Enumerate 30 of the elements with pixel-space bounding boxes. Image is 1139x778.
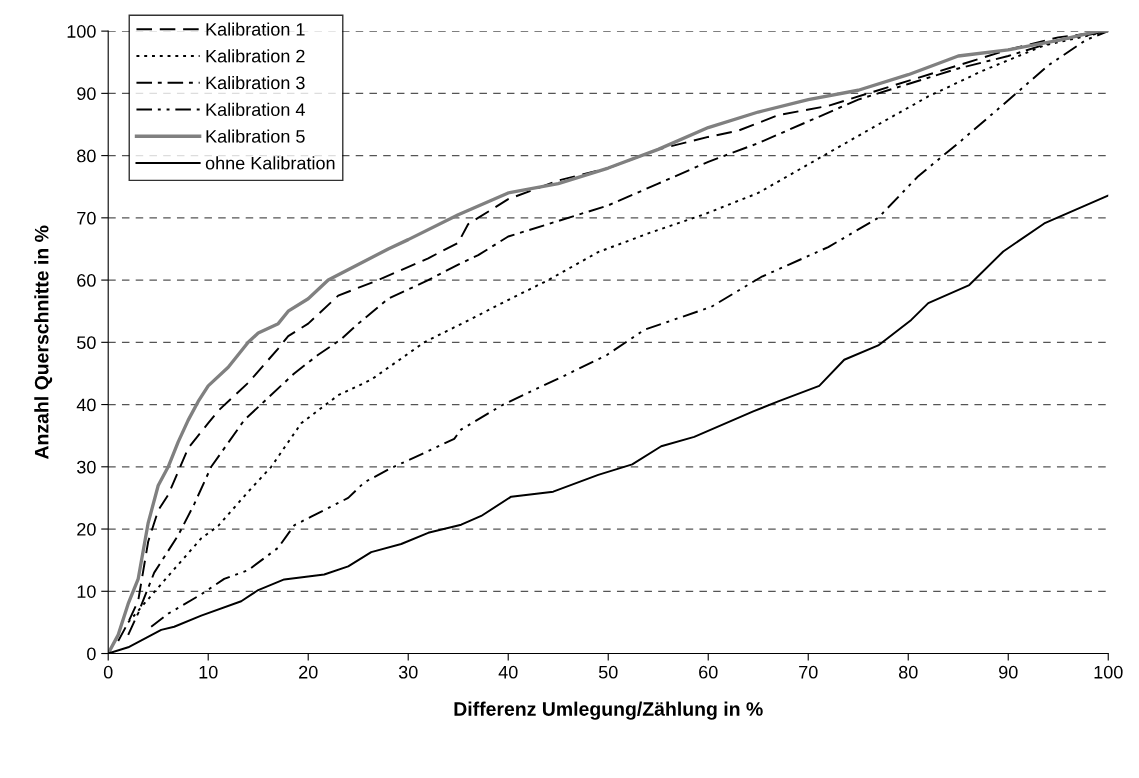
y-tick-label: 60 [77,274,96,287]
legend-label: Kalibration 4 [206,102,305,117]
x-tick-label: 80 [898,665,918,679]
y-tick-label: 0 [87,647,96,661]
legend-label: Kalibration 3 [206,76,305,90]
x-tick-label: 50 [598,665,618,679]
y-tick-label: 50 [77,336,96,350]
legend-label: Kalibration 5 [206,129,305,143]
x-tick-label: 90 [999,665,1018,679]
legend-label: Kalibration 2 [206,49,305,63]
y-tick-label: 20 [77,522,96,536]
x-tick-label: 60 [699,665,718,679]
y-tick-label: 10 [77,585,96,598]
y-tick-label: 40 [76,398,96,412]
y-tick-label: 30 [77,460,96,474]
x-tick-label: 30 [398,665,418,679]
x-tick-label: 70 [799,665,818,679]
legend-label: Kalibration 1 [206,22,305,36]
x-axis-title: Differenz Umlegung/Zählung in % [454,701,763,720]
y-tick-label: 70 [77,211,96,225]
y-tick-label: 80 [77,149,96,163]
x-tick-label: 10 [199,665,218,679]
x-tick-label: 0 [103,665,113,679]
y-axis-title: Anzahl Querschnitte in % [34,225,53,460]
legend-label: ohne Kalibration [205,156,335,170]
x-tick-label: 40 [498,665,518,679]
x-tick-label: 100 [1094,665,1123,679]
y-tick-label: 100 [67,25,96,38]
x-tick-label: 20 [299,665,318,679]
y-tick-label: 90 [77,87,96,101]
